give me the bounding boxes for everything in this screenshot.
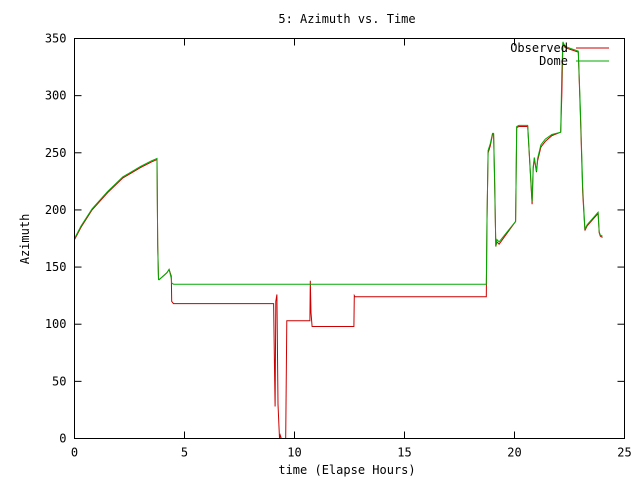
y-axis-label: Azimuth <box>18 214 32 265</box>
x-tick-label: 0 <box>71 446 78 460</box>
x-tick-label: 25 <box>617 446 631 460</box>
y-tick-label: 350 <box>45 32 67 46</box>
legend-label: Observed <box>510 41 568 55</box>
x-tick-label: 15 <box>397 446 411 460</box>
y-tick-label: 100 <box>45 317 67 331</box>
chart-title: 5: Azimuth vs. Time <box>278 12 415 26</box>
y-tick-label: 50 <box>52 374 66 388</box>
y-tick-label: 250 <box>45 146 67 160</box>
x-tick-label: 20 <box>507 446 521 460</box>
y-tick-label: 0 <box>59 432 66 446</box>
y-tick-label: 150 <box>45 260 67 274</box>
y-tick-label: 200 <box>45 203 67 217</box>
axis-ticks: 0 50 100 150 200 250 300 350 0 5 10 15 20 25 <box>45 32 632 460</box>
series-lines <box>74 41 603 439</box>
x-tick-label: 5 <box>181 446 188 460</box>
x-axis-label: time (Elapse Hours) <box>278 463 415 477</box>
plot-frame <box>74 38 625 439</box>
legend-label: Dome <box>539 54 568 68</box>
x-tick-label: 10 <box>287 446 301 460</box>
series-line-dome <box>74 41 603 285</box>
y-tick-label: 300 <box>45 89 67 103</box>
